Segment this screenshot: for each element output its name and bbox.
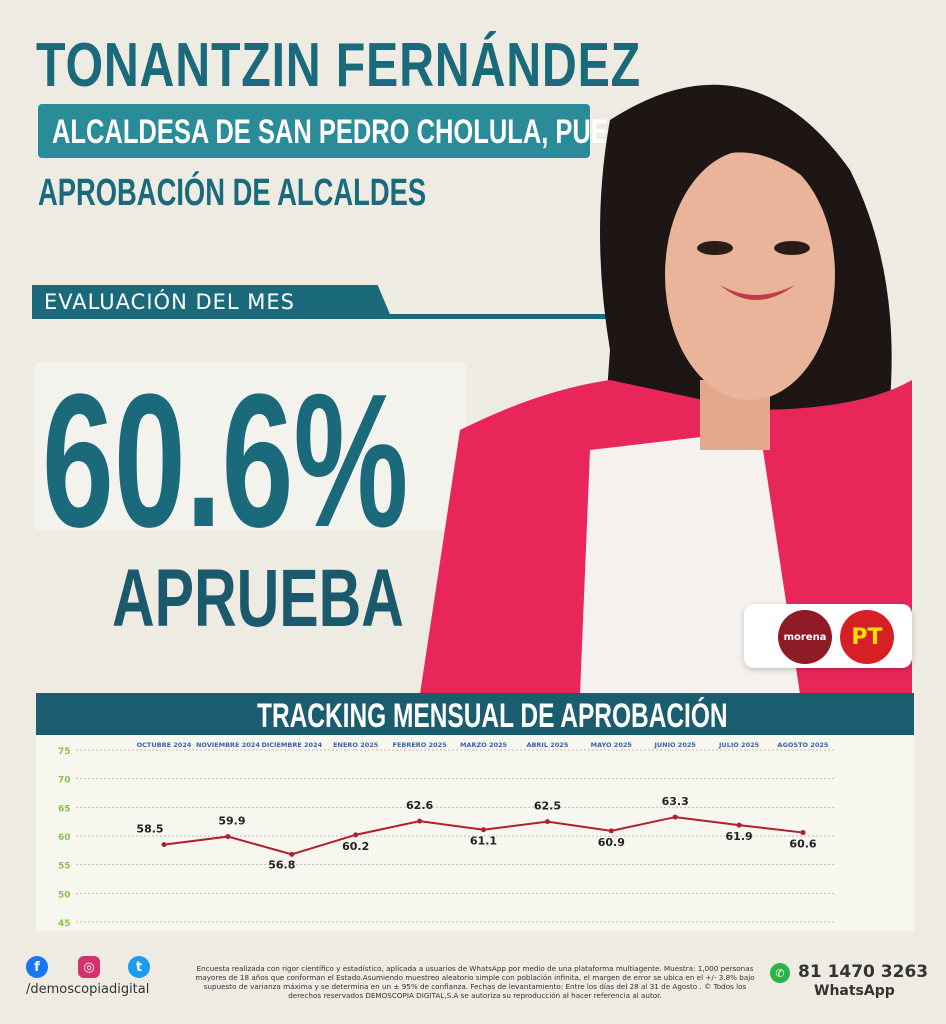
data-point [736,822,742,828]
x-tick-label: ABRIL 2025 [526,741,568,749]
data-label: 62.5 [534,800,561,813]
chart-header [36,693,914,735]
x-tick-label: FEBRERO 2025 [393,741,448,749]
eval-banner [32,285,392,319]
data-point [608,828,614,834]
morena-logo: morena [778,610,832,664]
y-tick-label: 55 [58,862,71,872]
value-box [34,362,466,530]
pt-logo: PT [840,610,894,664]
y-tick-label: 65 [58,804,71,814]
whatsapp-icon: ✆ [770,963,790,983]
x-tick-label: JULIO 2025 [718,741,760,749]
data-label: 63.3 [662,795,689,808]
x-tick-label: OCTUBRE 2024 [137,741,192,749]
social-handle: /demoscopiadigital [26,982,150,997]
y-tick-label: 60 [58,833,71,843]
subtitle: ALCALDESA DE SAN PEDRO CHOLULA, PUE. [52,113,615,151]
data-point [289,851,295,857]
portrait-photo [420,84,912,694]
data-label: 59.9 [218,815,245,828]
data-point [353,832,359,838]
data-label: 56.8 [268,858,295,871]
instagram-icon[interactable]: ◎ [78,956,100,978]
data-label: 61.1 [470,835,497,848]
y-tick-label: 50 [58,890,71,900]
data-point [417,818,423,824]
approval-value: 60.6% [42,355,409,567]
data-point [161,842,167,848]
data-label: 58.5 [136,823,163,836]
disclaimer: Encuesta realizada con rigor científico … [195,964,755,1000]
twitter-icon[interactable]: t [128,956,150,978]
y-tick-label: 45 [58,919,71,929]
party-logos: morena PT [744,604,912,668]
x-tick-label: AGOSTO 2025 [778,741,829,749]
y-tick-label: 70 [58,776,71,786]
x-tick-label: MAYO 2025 [591,741,633,749]
data-label: 60.6 [789,838,816,851]
x-tick-label: ENERO 2025 [333,741,379,749]
phone-number: 81 1470 3263 [798,962,929,982]
data-point [800,830,806,836]
subtitle-box [38,104,590,158]
data-label: 62.6 [406,799,433,812]
approval-verdict: APRUEBA [112,553,404,644]
data-point [544,819,550,825]
x-tick-label: MARZO 2025 [460,741,508,749]
data-point [225,834,231,840]
data-point [481,827,486,833]
eval-label: EVALUACIÓN DEL MES [44,290,295,314]
x-tick-label: JUNIO 2025 [653,741,696,749]
facebook-icon[interactable]: f [26,956,48,978]
approval-line-chart: 45 50 55 60 65 70 75 OCTUBRE 2024 NOVIEMBRE 2024… [36,735,914,931]
section-title: APROBACIÓN DE ALCALDES [38,172,427,214]
data-label: 60.2 [342,840,369,853]
data-label: 60.9 [598,836,625,849]
data-label: 61.9 [726,830,753,843]
whatsapp-label: WhatsApp [814,983,895,999]
x-tick-label: DICIEMBRE 2024 [261,741,322,749]
data-point [672,814,678,820]
page-title: TONANTZIN FERNÁNDEZ [36,31,641,100]
chart-title: TRACKING MENSUAL DE APROBACIÓN [257,697,728,735]
y-tick-label: 75 [58,747,71,757]
x-tick-label: NOVIEMBRE 2024 [196,741,260,749]
